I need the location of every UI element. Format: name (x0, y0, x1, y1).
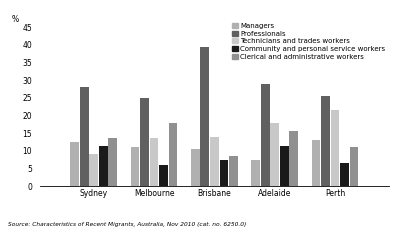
Bar (210, 137, 219, 186)
Bar (70, 142, 79, 186)
Bar (89, 154, 98, 186)
Bar (108, 138, 117, 186)
Bar (99, 146, 108, 186)
Bar (261, 84, 270, 186)
Bar (159, 165, 168, 186)
Text: Source: Characteristics of Recent Migrants, Australia, Nov 2010 (cat. no. 6250.0: Source: Characteristics of Recent Migran… (8, 222, 246, 227)
Legend: Managers, Professionals, Technicians and trades workers, Community and personal : Managers, Professionals, Technicians and… (232, 23, 385, 60)
Bar (169, 123, 177, 186)
Bar (200, 47, 209, 186)
Bar (229, 156, 238, 186)
Bar (220, 160, 228, 186)
Bar (131, 147, 139, 186)
Bar (350, 147, 358, 186)
Bar (321, 96, 330, 186)
Bar (80, 87, 89, 186)
Bar (270, 123, 279, 186)
Text: %: % (12, 15, 19, 24)
Bar (140, 98, 149, 186)
Bar (312, 140, 320, 186)
Bar (340, 163, 349, 186)
Bar (289, 131, 298, 186)
Bar (280, 146, 289, 186)
Bar (331, 110, 339, 186)
Bar (251, 160, 260, 186)
Bar (191, 149, 200, 186)
Bar (150, 138, 158, 186)
